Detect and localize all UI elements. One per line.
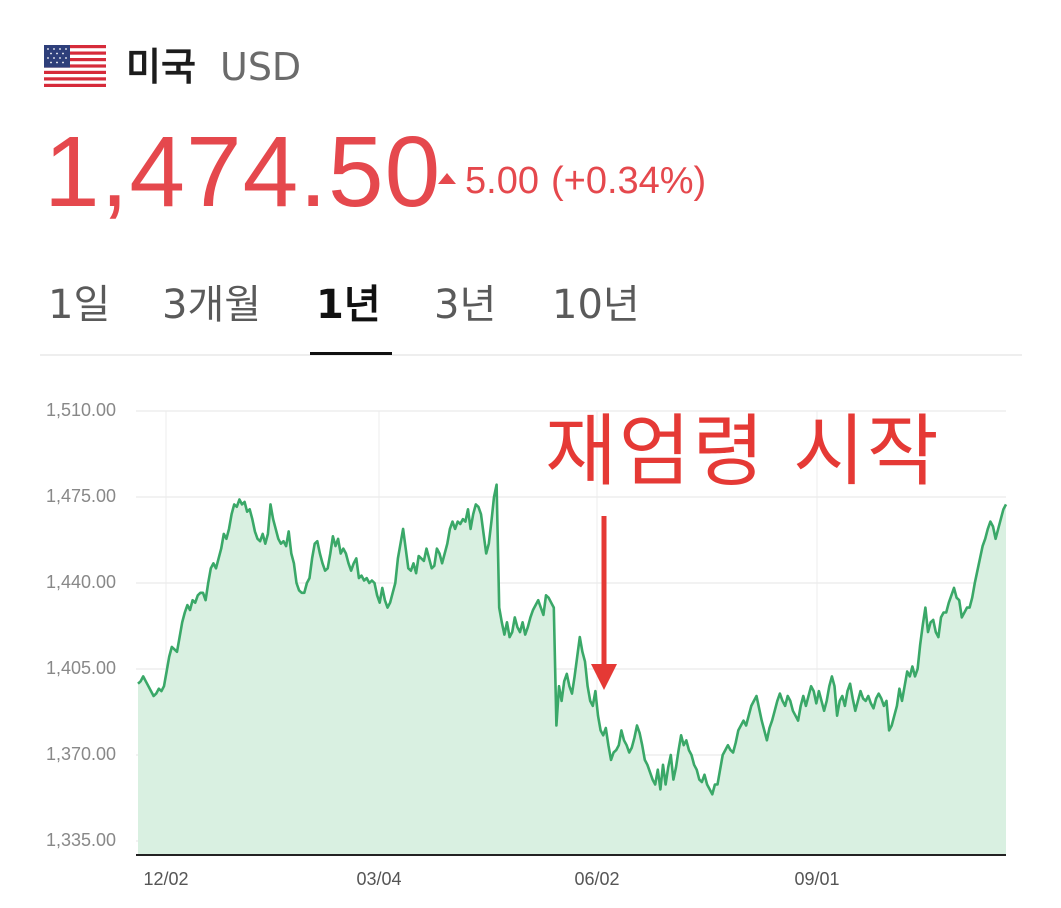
triangle-up-icon — [438, 172, 456, 184]
active-tab-indicator — [310, 352, 392, 355]
change-amount: 5.00 — [465, 159, 539, 202]
y-tick-label: 1,405.00 — [46, 658, 116, 678]
tab-3-months[interactable]: 3개월 — [162, 282, 262, 328]
currency-code: USD — [220, 45, 302, 89]
tabs-divider — [40, 354, 1022, 356]
tab-3-years[interactable]: 3년 — [434, 282, 497, 328]
series-line — [137, 483, 1008, 796]
exchange-rate-value: 1,474.50 — [44, 116, 442, 228]
area-fill — [138, 484, 1006, 855]
y-tick-label: 1,370.00 — [46, 744, 116, 764]
y-tick-label: 1,475.00 — [46, 486, 116, 506]
x-tick-label: 09/01 — [794, 869, 839, 889]
y-tick-label: 1,335.00 — [46, 830, 116, 850]
period-tabs: 1일 3개월 1년 3년 10년 — [0, 270, 1061, 356]
price-change: 5.00 (+0.34%) — [438, 156, 706, 206]
annotation-arrowhead — [591, 664, 617, 690]
y-tick-label: 1,440.00 — [46, 572, 116, 592]
change-percent: (+0.34%) — [550, 159, 707, 202]
us-flag-icon — [44, 45, 106, 87]
x-tick-label: 06/02 — [574, 869, 619, 889]
x-tick-label: 12/02 — [143, 869, 188, 889]
chart-annotation: 재엄령 시작 — [545, 407, 941, 497]
currency-name: 미국 — [126, 45, 196, 89]
x-tick-label: 03/04 — [356, 869, 401, 889]
y-tick-label: 1,510.00 — [46, 400, 116, 420]
tab-10-years[interactable]: 10년 — [552, 282, 640, 328]
tab-1-year[interactable]: 1년 — [316, 282, 381, 328]
tab-1-day[interactable]: 1일 — [48, 282, 111, 328]
